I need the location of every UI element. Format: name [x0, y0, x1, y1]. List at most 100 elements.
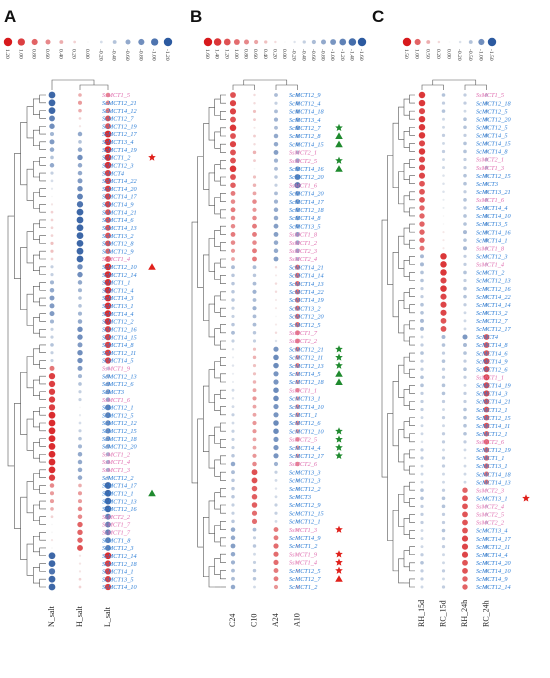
- gene-label: ScMCT14_3: [102, 295, 134, 302]
- expression-bubble: [463, 93, 467, 97]
- gene-label: ScMCT12_3: [102, 545, 134, 552]
- gene-label: ScMCT3: [102, 389, 124, 396]
- expression-bubble: [230, 92, 236, 98]
- expression-bubble: [273, 559, 279, 565]
- gene-row: ScMCT1_2: [230, 543, 318, 550]
- expression-bubble: [77, 288, 83, 293]
- legend-swatch: [478, 38, 485, 46]
- expression-bubble: [420, 407, 424, 412]
- column-label: A10: [293, 613, 302, 627]
- expression-bubble: [77, 311, 83, 316]
- expression-bubble: [253, 126, 256, 129]
- expression-bubble: [295, 207, 300, 213]
- gene-row: ScMCT12_3: [420, 253, 508, 261]
- expression-bubble: [78, 562, 82, 565]
- gene-row: ScMCT12_8: [50, 240, 134, 248]
- expression-bubble: [77, 147, 83, 152]
- expression-bubble: [441, 343, 446, 347]
- expression-bubble: [442, 408, 445, 411]
- gene-row: ScMCT14_17: [230, 199, 324, 206]
- expression-bubble: [441, 399, 446, 404]
- expression-bubble: [104, 154, 112, 161]
- expression-bubble: [104, 138, 112, 146]
- expression-bubble: [273, 527, 279, 533]
- expression-bubble: [50, 539, 54, 542]
- expression-bubble: [77, 342, 83, 348]
- expression-bubble: [484, 157, 489, 162]
- expression-bubble: [463, 431, 467, 436]
- gene-row: ScMCT12_5: [231, 566, 343, 575]
- expression-bubble: [420, 367, 424, 371]
- gene-label: ScMCT14_21: [476, 399, 511, 406]
- gene-label: ScMCT14_22: [476, 294, 511, 301]
- gene-row: SsMCT1_7: [51, 529, 131, 537]
- gene-label: ScMCT13_5: [476, 221, 508, 228]
- gene-row: SsMCT1_4: [48, 458, 130, 466]
- gene-row: ScMCT12_3: [49, 161, 134, 169]
- gene-label: SsMCT1_4: [289, 560, 317, 567]
- gene-row: ScMCT13_2: [420, 309, 508, 317]
- expression-bubble: [252, 364, 257, 368]
- row-dendrogram: [7, 94, 46, 588]
- gene-label: ScMCT14_9: [289, 535, 321, 542]
- gene-row: ScMCT14_8: [418, 148, 508, 156]
- expression-bubble: [48, 99, 56, 107]
- expression-bubble: [296, 561, 299, 564]
- expression-bubble: [77, 154, 83, 161]
- expression-bubble: [463, 464, 467, 468]
- legend-tick-label: 1.20: [4, 49, 10, 59]
- gene-label: ScMCT14_13: [289, 281, 324, 288]
- gene-label: SsMCT2_5: [289, 437, 317, 444]
- star-marker: [335, 345, 343, 353]
- gene-row: ScMCT14_9: [50, 201, 134, 209]
- expression-bubble: [295, 461, 300, 467]
- expression-bubble: [273, 158, 279, 163]
- expression-bubble: [104, 310, 112, 318]
- gene-row: ScMCT14_13: [231, 281, 324, 288]
- gene-label: ScMCT13_2: [476, 310, 508, 317]
- expression-bubble: [252, 429, 257, 434]
- expression-bubble: [104, 552, 112, 560]
- expression-bubble: [49, 139, 55, 145]
- gene-row: ScMCT12_5: [418, 108, 508, 115]
- expression-bubble: [462, 527, 468, 534]
- expression-bubble: [274, 93, 278, 97]
- expression-bubble: [420, 456, 424, 460]
- gene-row: ScMCT12_18: [48, 435, 137, 443]
- gene-row: ScMCT3: [48, 388, 124, 396]
- expression-bubble: [273, 248, 279, 254]
- expression-bubble: [252, 248, 257, 254]
- expression-bubble: [295, 412, 300, 418]
- legend-swatch: [311, 39, 316, 45]
- gene-row: ScMCT14_10: [420, 567, 511, 575]
- expression-bubble: [273, 412, 279, 418]
- expression-bubble: [105, 452, 111, 457]
- expression-bubble: [51, 547, 53, 549]
- gene-row: SsMCT1_5: [48, 91, 130, 99]
- expression-bubble: [49, 365, 55, 371]
- legend-swatch: [284, 41, 286, 43]
- gene-row: ScMCT12_11: [231, 353, 343, 362]
- expression-bubble: [50, 507, 54, 511]
- expression-bubble: [104, 333, 112, 341]
- gene-row: SsMCT1_8: [419, 245, 505, 252]
- expression-bubble: [441, 512, 446, 517]
- expression-bubble: [483, 431, 490, 437]
- gene-row: ScMCT12_7: [420, 317, 508, 325]
- gene-row: SsMCT2_2: [231, 338, 318, 345]
- gene-label: ScMCT12_8: [102, 241, 134, 248]
- gene-label: ScMCT13_5: [102, 576, 134, 583]
- expression-bubble: [253, 167, 256, 170]
- expression-bubble: [106, 475, 110, 480]
- expression-bubble: [251, 485, 258, 492]
- expression-bubble: [273, 149, 279, 155]
- expression-bubble: [230, 182, 236, 188]
- expression-bubble: [48, 435, 56, 442]
- expression-bubble: [50, 187, 54, 190]
- gene-row: ScMCT12_4: [49, 286, 134, 294]
- expression-bubble: [252, 568, 257, 573]
- expression-bubble: [440, 253, 447, 260]
- expression-bubble: [485, 512, 488, 516]
- expression-bubble: [273, 256, 279, 262]
- gene-label: ScMCT14_4: [476, 552, 508, 559]
